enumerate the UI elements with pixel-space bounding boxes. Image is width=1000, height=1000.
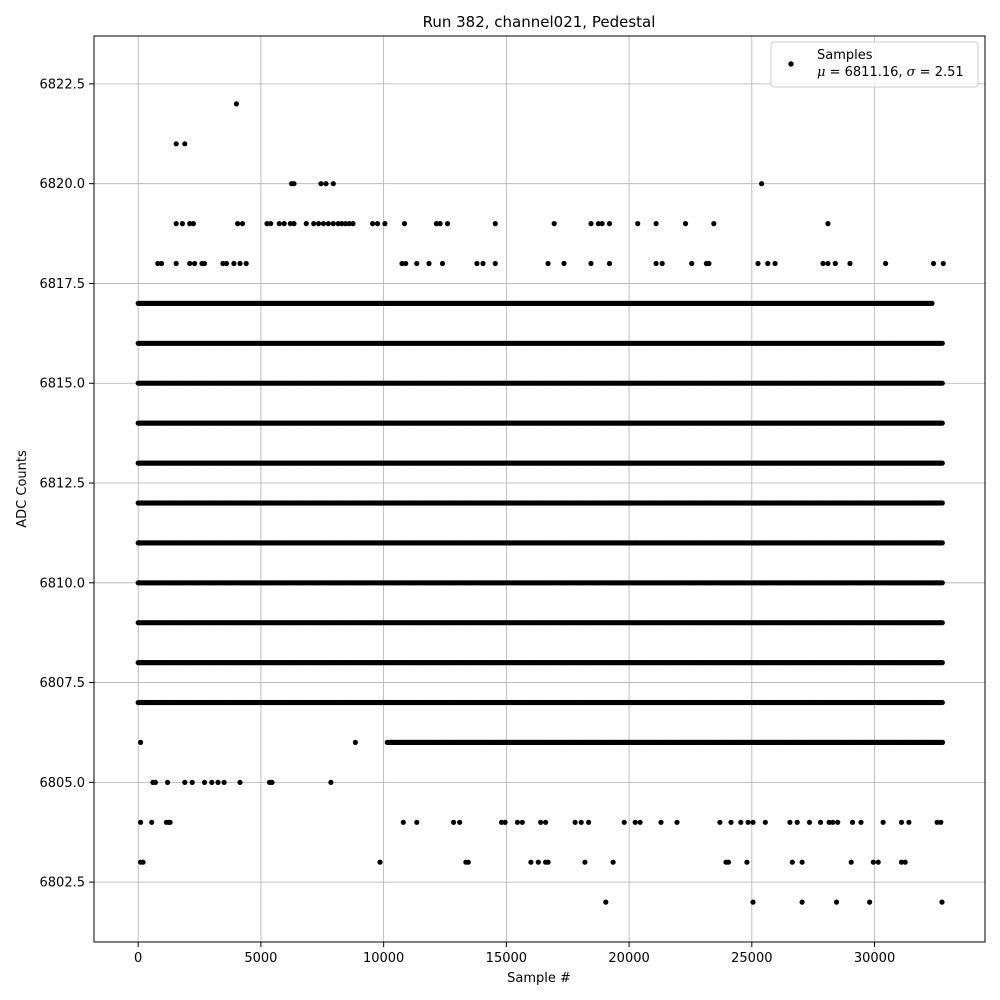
data-point [939, 699, 945, 706]
data-point [939, 739, 946, 746]
data-point [939, 420, 945, 426]
data-points [135, 101, 946, 905]
data-point [939, 580, 945, 586]
data-point [939, 620, 945, 626]
data-point [939, 500, 945, 506]
grid-lines [94, 36, 985, 942]
data-point [939, 540, 945, 546]
data-point [939, 460, 945, 466]
data-point [939, 660, 945, 666]
chart-title: Run 382, channel021, Pedestal [423, 13, 656, 31]
